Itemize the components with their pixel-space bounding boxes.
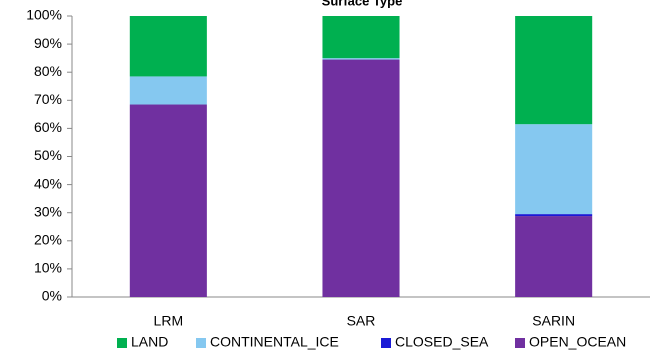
legend-label: CLOSED_SEA <box>395 334 489 350</box>
y-tick-label: 20% <box>34 232 62 248</box>
y-tick-label: 30% <box>34 203 62 219</box>
x-tick-label: SAR <box>347 313 376 329</box>
bar-segment <box>129 16 207 77</box>
bar-segment <box>322 59 400 298</box>
y-tick-label: 90% <box>34 35 62 51</box>
x-tick-label: SARIN <box>532 313 575 329</box>
bar-segment <box>129 76 207 105</box>
bar-segment <box>322 16 400 59</box>
legend-label: CONTINENTAL_ICE <box>210 334 339 350</box>
x-tick-label: LRM <box>154 313 184 329</box>
y-tick-label: 60% <box>34 119 62 135</box>
legend-label: OPEN_OCEAN <box>529 334 626 350</box>
bar-segment <box>515 214 593 217</box>
legend-label: LAND <box>131 334 168 350</box>
y-tick-label: 40% <box>34 175 62 191</box>
bar-segment <box>515 124 593 215</box>
y-tick-label: 70% <box>34 91 62 107</box>
y-tick-label: 10% <box>34 260 62 276</box>
bar-segment <box>129 104 207 297</box>
legend-swatch <box>117 338 127 348</box>
y-tick-label: 80% <box>34 63 62 79</box>
legend-swatch <box>515 338 525 348</box>
chart-title: Surface Type <box>322 0 403 8</box>
y-tick-label: 50% <box>34 147 62 163</box>
legend-swatch <box>196 338 206 348</box>
y-tick-label: 0% <box>42 288 62 304</box>
bar-segment <box>515 16 593 125</box>
y-tick-label: 100% <box>26 7 62 23</box>
legend-swatch <box>381 338 391 348</box>
bar-segment <box>515 216 593 297</box>
bar-segment <box>322 58 400 60</box>
